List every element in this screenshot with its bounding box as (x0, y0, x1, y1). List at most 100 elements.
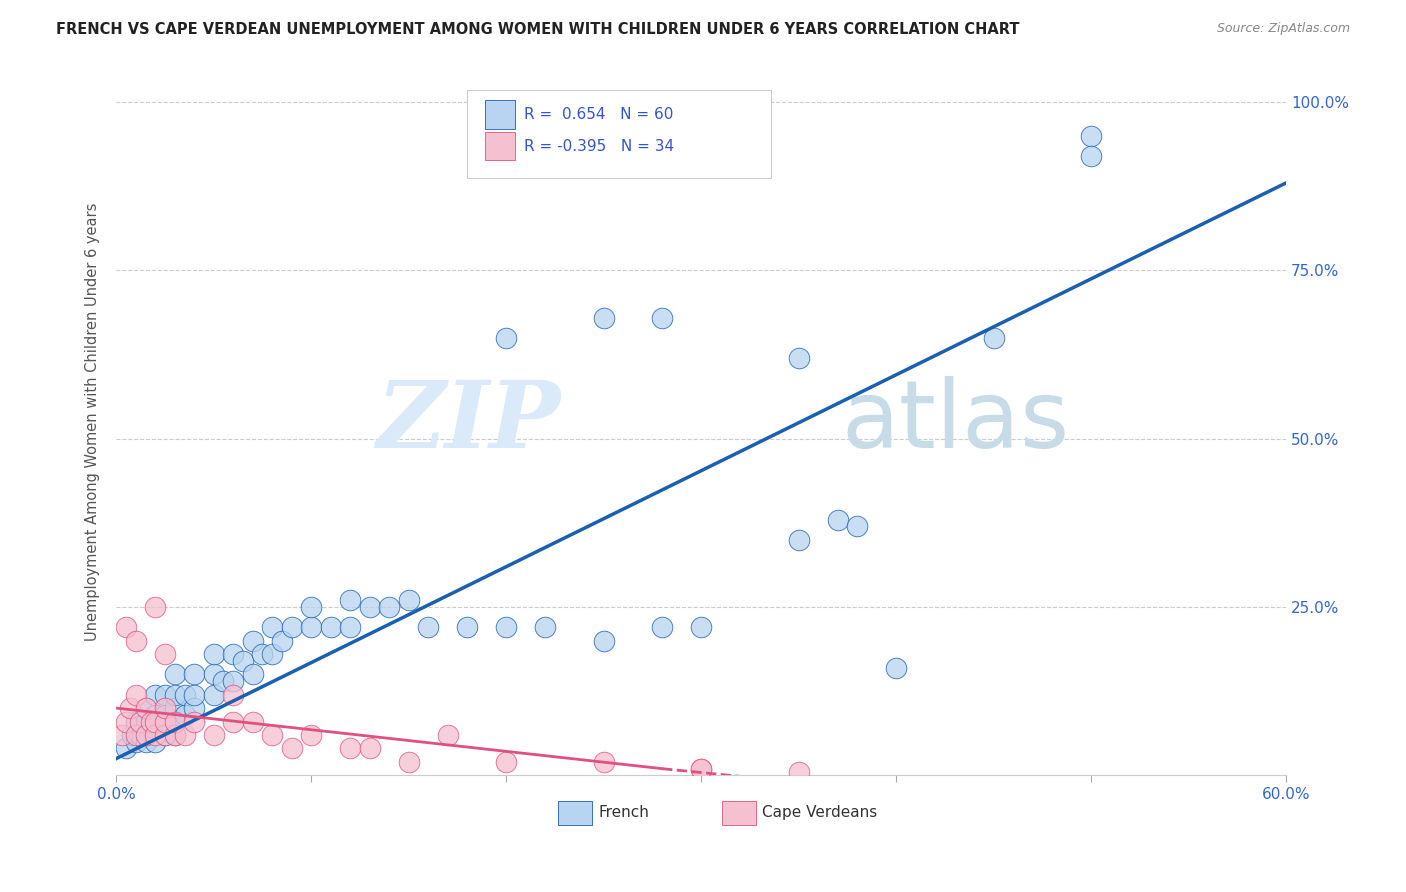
Point (339, 593, 361, 607)
Point (134, 701, 156, 715)
Point (134, 728, 156, 742)
Point (690, 620, 713, 634)
Point (173, 728, 195, 742)
Point (125, 735, 148, 749)
Point (690, 762, 713, 776)
Point (252, 647, 274, 661)
Point (787, 765, 810, 780)
Point (153, 647, 176, 661)
Text: FRENCH VS CAPE VERDEAN UNEMPLOYMENT AMONG WOMEN WITH CHILDREN UNDER 6 YEARS CORR: FRENCH VS CAPE VERDEAN UNEMPLOYMENT AMON… (56, 22, 1019, 37)
Point (222, 688, 245, 702)
Text: Source: ZipAtlas.com: Source: ZipAtlas.com (1216, 22, 1350, 36)
Point (418, 620, 440, 634)
Point (202, 667, 225, 681)
Point (222, 647, 245, 661)
Point (163, 688, 186, 702)
Point (121, 728, 143, 742)
Point (846, 519, 869, 533)
Point (827, 512, 849, 526)
Point (592, 755, 614, 769)
Point (202, 647, 225, 661)
Point (143, 714, 166, 729)
Point (359, 600, 381, 615)
Point (690, 762, 713, 776)
Point (163, 714, 186, 729)
Point (262, 620, 284, 634)
Point (134, 701, 156, 715)
Point (299, 600, 322, 615)
Point (651, 620, 673, 634)
Point (242, 633, 264, 648)
Point (125, 688, 148, 702)
FancyBboxPatch shape (723, 801, 756, 825)
Point (143, 728, 166, 742)
Point (143, 688, 166, 702)
Point (125, 633, 148, 648)
Point (983, 331, 1005, 345)
Text: atlas: atlas (841, 376, 1070, 468)
Point (280, 620, 302, 634)
Point (118, 701, 141, 715)
Y-axis label: Unemployment Among Women with Children Under 6 years: Unemployment Among Women with Children U… (86, 202, 100, 641)
Point (163, 667, 186, 681)
Point (183, 701, 205, 715)
Point (153, 688, 176, 702)
FancyBboxPatch shape (485, 100, 515, 128)
FancyBboxPatch shape (485, 132, 515, 161)
FancyBboxPatch shape (558, 801, 592, 825)
Point (299, 620, 322, 634)
Text: R = -0.395   N = 34: R = -0.395 N = 34 (524, 139, 675, 153)
Point (299, 728, 322, 742)
Point (202, 688, 225, 702)
Point (115, 741, 138, 756)
Point (143, 707, 166, 722)
Point (436, 728, 458, 742)
Point (262, 728, 284, 742)
Point (125, 728, 148, 742)
Point (153, 707, 176, 722)
Point (212, 674, 235, 689)
Point (534, 620, 557, 634)
Point (153, 728, 176, 742)
Point (153, 714, 176, 729)
Point (128, 728, 150, 742)
Point (163, 728, 186, 742)
Point (592, 633, 614, 648)
Text: R =  0.654   N = 60: R = 0.654 N = 60 (524, 107, 673, 122)
Point (339, 620, 361, 634)
Point (242, 667, 264, 681)
Point (787, 351, 810, 365)
Point (242, 714, 264, 729)
Point (163, 728, 186, 742)
Point (398, 755, 420, 769)
Point (134, 714, 156, 729)
Point (339, 741, 361, 756)
Point (143, 735, 166, 749)
Point (495, 620, 517, 634)
Point (153, 728, 176, 742)
Point (163, 714, 186, 729)
Point (153, 701, 176, 715)
Point (651, 310, 673, 325)
Point (183, 688, 205, 702)
Point (495, 331, 517, 345)
Point (173, 707, 195, 722)
Point (111, 728, 134, 742)
Point (173, 688, 195, 702)
Point (495, 755, 517, 769)
Point (202, 728, 225, 742)
Point (115, 620, 138, 634)
Point (398, 593, 420, 607)
Point (125, 714, 148, 729)
Point (271, 633, 294, 648)
Point (884, 661, 907, 675)
Text: ZIP: ZIP (377, 377, 561, 467)
Point (1080, 128, 1102, 143)
Point (134, 735, 156, 749)
Point (141, 721, 163, 735)
Point (456, 620, 478, 634)
Text: French: French (598, 805, 650, 821)
Point (183, 667, 205, 681)
Point (378, 600, 401, 615)
Point (148, 714, 170, 729)
